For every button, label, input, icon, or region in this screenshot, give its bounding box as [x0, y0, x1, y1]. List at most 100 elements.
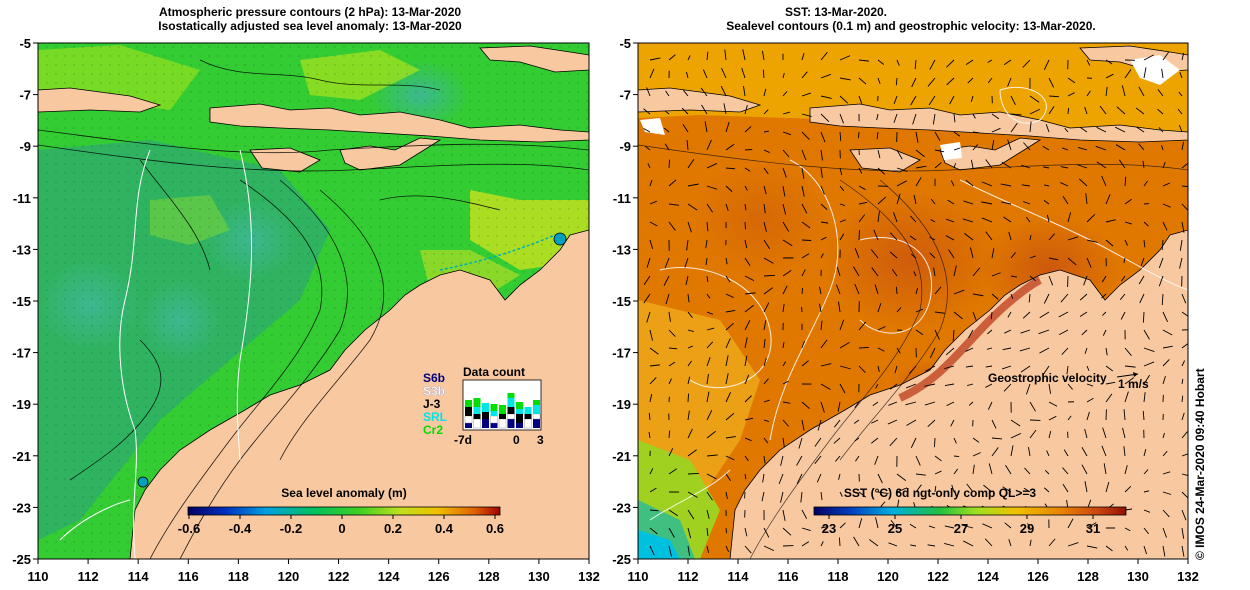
velocity-arrow: [1181, 360, 1186, 367]
sst-x-tick: 120: [877, 569, 899, 584]
velocity-arrow: [934, 162, 942, 169]
velocity-arrow: [1162, 450, 1168, 457]
mission-label: S3b: [423, 384, 445, 398]
velocity-arrow: [801, 527, 811, 532]
sst-y-tick: -23: [612, 500, 631, 515]
data-count-axis-zero: 0: [513, 433, 520, 447]
velocity-arrow: [814, 437, 822, 447]
velocity-arrow: [991, 419, 997, 429]
sla-x-tick: 128: [478, 569, 500, 584]
velocity-arrow: [1025, 216, 1031, 223]
velocity-arrow: [1029, 121, 1032, 133]
velocity-arrow: [934, 486, 937, 493]
velocity-arrow: [663, 275, 670, 286]
velocity-arrow: [929, 59, 936, 70]
velocity-arrow: [647, 163, 651, 169]
velocity-arrow: [1181, 545, 1185, 557]
velocity-arrow: [649, 545, 655, 556]
velocity-arrow: [1124, 391, 1129, 403]
velocity-arrow: [706, 373, 709, 385]
velocity-arrow: [782, 131, 792, 136]
velocity-arrow: [725, 293, 734, 298]
velocity-arrow: [782, 437, 785, 448]
velocity-arrow: [839, 203, 845, 206]
velocity-arrow: [837, 401, 841, 412]
velocity-arrow: [912, 113, 917, 125]
sst-colorbar-tick: 31: [1086, 521, 1100, 536]
velocity-arrow: [1162, 376, 1166, 385]
velocity-arrow: [839, 185, 845, 192]
velocity-arrow: [1067, 257, 1077, 266]
velocity-arrow: [877, 77, 881, 84]
velocity-arrow: [1048, 415, 1057, 421]
velocity-arrow: [871, 419, 879, 424]
velocity-arrow: [687, 55, 691, 61]
velocity-arrow: [1181, 293, 1187, 304]
sst-colorbar-bar: [813, 506, 1127, 516]
velocity-arrow: [1079, 293, 1088, 301]
velocity-arrow: [877, 491, 889, 494]
velocity-arrow: [911, 253, 917, 259]
velocity-arrow: [782, 167, 787, 178]
sla-x-tick: 126: [428, 569, 450, 584]
velocity-arrow: [839, 383, 846, 394]
velocity-arrow: [744, 292, 756, 295]
velocity-arrow: [1005, 464, 1012, 475]
velocity-arrow: [664, 143, 670, 151]
velocity-arrow: [981, 181, 993, 187]
velocity-arrow: [798, 437, 803, 449]
velocity-arrow: [1124, 347, 1132, 357]
velocity-arrow: [1048, 77, 1055, 88]
velocity-arrow: [947, 199, 955, 205]
velocity-arrow: [1029, 429, 1037, 439]
velocity-arrow: [910, 437, 917, 448]
velocity-arrow: [687, 203, 698, 211]
velocity-arrow: [801, 401, 810, 410]
velocity-arrow: [985, 231, 993, 241]
velocity-arrow: [934, 131, 941, 141]
velocity-arrow: [816, 473, 822, 483]
velocity-arrow: [963, 540, 974, 547]
velocity-arrow: [685, 275, 689, 286]
velocity-arrow: [858, 321, 867, 331]
velocity-arrow: [858, 167, 863, 174]
velocity-arrow: [668, 509, 679, 517]
velocity-arrow: [682, 124, 689, 133]
velocity-arrow: [668, 545, 672, 557]
velocity-arrow: [1010, 122, 1018, 133]
velocity-arrow: [913, 271, 917, 277]
velocity-legend: Geostrophic velocity 1 m/s: [988, 371, 1149, 391]
velocity-arrow: [1162, 221, 1168, 231]
velocity-arrow: [668, 159, 671, 169]
velocity-arrow: [1161, 293, 1164, 306]
velocity-arrow: [744, 337, 748, 349]
velocity-arrow: [1162, 311, 1168, 323]
velocity-arrow: [1143, 469, 1149, 475]
velocity-arrow: [1010, 252, 1016, 259]
velocity-arrow: [1181, 185, 1188, 188]
velocity-arrow: [1007, 77, 1012, 87]
velocity-arrow: [909, 365, 917, 374]
velocity-arrow: [649, 487, 657, 493]
velocity-arrow: [820, 73, 832, 79]
velocity-arrow: [744, 473, 747, 480]
velocity-arrow: [951, 484, 955, 493]
velocity-arrow: [706, 473, 717, 480]
velocity-arrow: [945, 218, 955, 223]
velocity-arrow: [1105, 73, 1114, 79]
velocity-arrow: [819, 286, 822, 295]
velocity-arrow: [763, 287, 774, 295]
velocity-arrow: [1143, 221, 1149, 227]
velocity-arrow: [780, 455, 784, 466]
velocity-arrow: [721, 67, 727, 79]
velocity-arrow: [838, 301, 841, 313]
velocity-arrow: [991, 447, 999, 457]
data-count-bar: [465, 400, 472, 407]
velocity-arrow: [763, 338, 766, 349]
velocity-arrow: [1067, 107, 1070, 115]
velocity-arrow: [877, 303, 882, 313]
data-count-bar: [482, 419, 489, 428]
velocity-arrow: [725, 373, 729, 385]
velocity-arrow: [1123, 409, 1126, 421]
velocity-arrow: [706, 275, 709, 283]
